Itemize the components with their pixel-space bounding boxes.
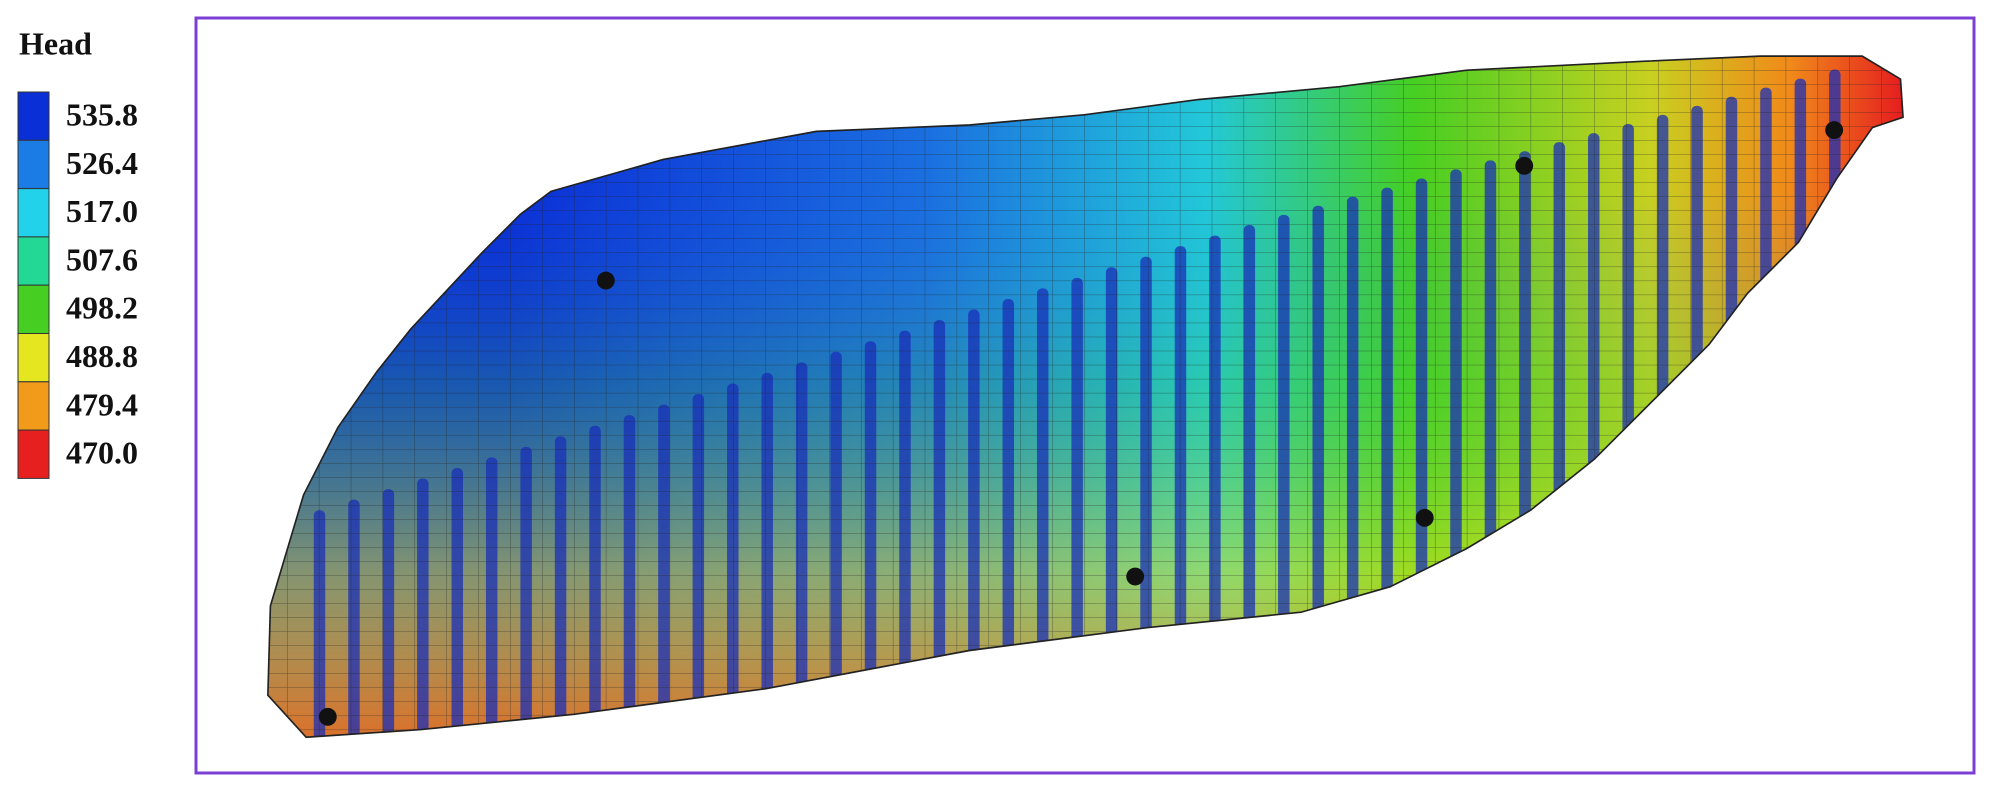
legend-swatch [17, 91, 50, 141]
legend-label: 470.0 [66, 435, 138, 471]
well [1415, 508, 1434, 527]
legend-label: 535.8 [66, 96, 138, 132]
model-domain [267, 55, 1904, 739]
domain-boundary [267, 55, 1904, 739]
legend-label: 488.8 [66, 338, 138, 374]
well [1515, 156, 1534, 175]
legend-swatch [17, 236, 50, 286]
legend-swatch [17, 284, 50, 335]
legend-swatch [17, 429, 50, 479]
well [1825, 121, 1844, 140]
legend-swatch [17, 188, 50, 238]
well [1126, 567, 1145, 586]
well [318, 707, 337, 726]
legend-title: Head [19, 25, 92, 61]
legend-label: 479.4 [66, 386, 138, 422]
legend-swatch [17, 333, 50, 383]
legend-swatch [17, 139, 50, 190]
frame [194, 16, 1976, 775]
legend-label: 507.6 [66, 241, 138, 277]
legend-label: 526.4 [66, 145, 138, 181]
legend-swatch [17, 381, 50, 431]
well [596, 271, 615, 290]
legend-label: 517.0 [66, 193, 138, 229]
head-field [267, 56, 1904, 738]
grid-cells [267, 56, 1904, 738]
legend-label: 498.2 [66, 290, 138, 326]
legend: 535.8 526.4 517.0 507.6 498.2 488.8 479.4 470.0 [17, 91, 138, 479]
wells [318, 121, 1844, 726]
